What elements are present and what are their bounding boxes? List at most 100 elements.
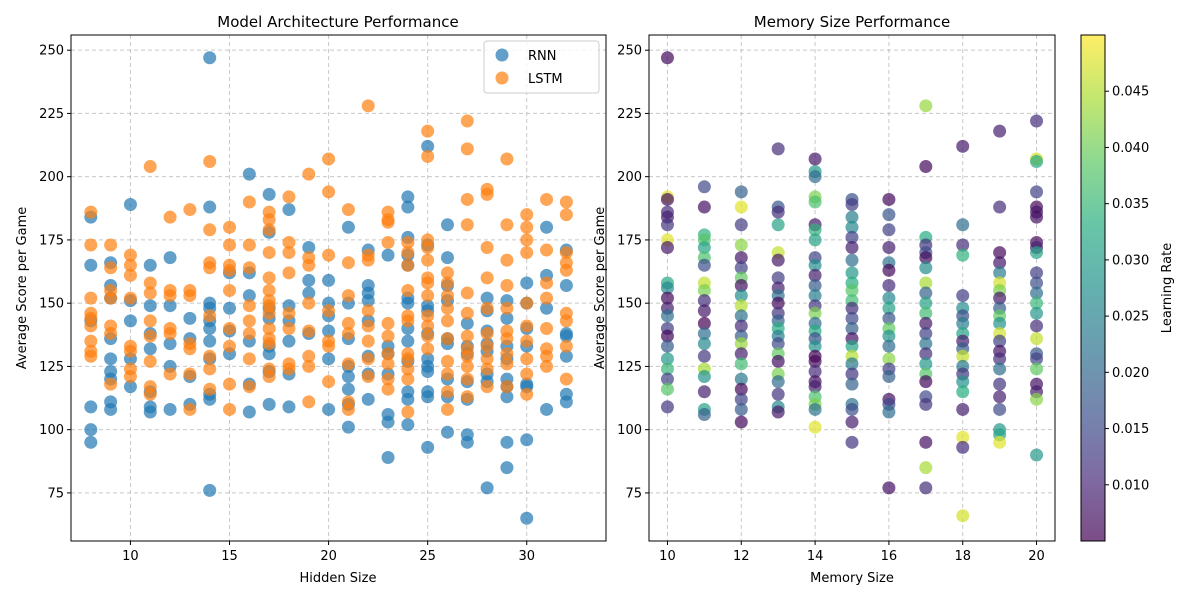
point-lstm xyxy=(540,359,554,373)
point-memory xyxy=(1030,210,1044,224)
point-lstm xyxy=(282,321,296,335)
point-memory xyxy=(845,367,859,381)
point-memory xyxy=(660,329,674,343)
point-memory xyxy=(956,289,970,303)
point-lstm xyxy=(282,246,296,260)
point-memory xyxy=(919,357,933,371)
point-lstm xyxy=(242,299,256,313)
point-memory xyxy=(845,301,859,315)
point-lstm xyxy=(401,284,415,298)
point-memory xyxy=(660,372,674,386)
point-memory xyxy=(808,258,822,272)
point-memory xyxy=(660,400,674,414)
point-memory xyxy=(808,170,822,184)
point-lstm xyxy=(123,248,137,262)
point-rnn xyxy=(282,334,296,348)
point-rnn xyxy=(361,392,375,406)
point-lstm xyxy=(440,301,454,315)
point-lstm xyxy=(520,334,534,348)
x-tick-label: 20 xyxy=(1028,549,1045,564)
point-lstm xyxy=(381,316,395,330)
point-lstm xyxy=(223,339,237,353)
point-memory xyxy=(771,271,785,285)
point-lstm xyxy=(500,152,514,166)
point-rnn xyxy=(282,400,296,414)
point-lstm xyxy=(480,380,494,394)
point-rnn xyxy=(123,314,137,328)
point-lstm xyxy=(401,314,415,328)
point-memory xyxy=(919,435,933,449)
point-memory xyxy=(919,481,933,495)
point-lstm xyxy=(401,235,415,249)
point-rnn xyxy=(84,400,98,414)
point-lstm xyxy=(361,319,375,333)
point-lstm xyxy=(381,235,395,249)
point-lstm xyxy=(262,213,276,227)
point-memory xyxy=(993,435,1007,449)
point-rnn xyxy=(104,352,118,366)
point-memory xyxy=(993,402,1007,416)
point-memory xyxy=(697,316,711,330)
point-lstm xyxy=(282,235,296,249)
point-memory xyxy=(697,370,711,384)
point-lstm xyxy=(242,238,256,252)
point-memory xyxy=(808,233,822,247)
point-lstm xyxy=(421,124,435,138)
colorbar-tick-label: 0.035 xyxy=(1112,197,1149,212)
point-lstm xyxy=(401,405,415,419)
colorbar-tick-label: 0.025 xyxy=(1112,310,1149,325)
point-lstm xyxy=(520,233,534,247)
point-memory xyxy=(771,337,785,351)
point-lstm xyxy=(163,289,177,303)
point-rnn xyxy=(421,390,435,404)
point-lstm xyxy=(480,339,494,353)
point-memory xyxy=(1030,286,1044,300)
point-memory xyxy=(734,278,748,292)
point-memory xyxy=(993,200,1007,214)
point-lstm xyxy=(421,241,435,255)
point-lstm xyxy=(480,241,494,255)
point-rnn xyxy=(401,190,415,204)
point-lstm xyxy=(520,246,534,260)
point-rnn xyxy=(143,405,157,419)
point-memory xyxy=(660,291,674,305)
point-memory xyxy=(956,316,970,330)
point-lstm xyxy=(104,377,118,391)
point-lstm xyxy=(262,321,276,335)
point-lstm xyxy=(203,349,217,363)
point-lstm xyxy=(559,208,573,222)
point-lstm xyxy=(163,367,177,381)
point-lstm xyxy=(401,352,415,366)
point-lstm xyxy=(302,258,316,272)
point-memory xyxy=(956,349,970,363)
x-tick-label: 20 xyxy=(320,549,337,564)
point-memory xyxy=(697,180,711,194)
y-tick-label: 200 xyxy=(617,170,642,185)
point-memory xyxy=(845,266,859,280)
point-rnn xyxy=(341,420,355,434)
point-memory xyxy=(845,415,859,429)
point-memory xyxy=(845,284,859,298)
point-lstm xyxy=(500,253,514,267)
point-lstm xyxy=(302,167,316,181)
point-rnn xyxy=(302,286,316,300)
point-lstm xyxy=(520,367,534,381)
point-memory xyxy=(882,352,896,366)
point-memory xyxy=(882,311,896,325)
point-memory xyxy=(697,294,711,308)
point-lstm xyxy=(84,319,98,333)
point-lstm xyxy=(480,187,494,201)
y-tick-label: 175 xyxy=(617,233,642,248)
point-lstm xyxy=(223,321,237,335)
point-memory xyxy=(697,327,711,341)
point-rnn xyxy=(460,435,474,449)
point-rnn xyxy=(322,324,336,338)
point-memory xyxy=(845,230,859,244)
point-rnn xyxy=(84,423,98,437)
point-lstm xyxy=(183,342,197,356)
point-memory xyxy=(697,241,711,255)
point-lstm xyxy=(242,195,256,209)
point-lstm xyxy=(500,357,514,371)
point-rnn xyxy=(401,296,415,310)
point-rnn xyxy=(559,329,573,343)
